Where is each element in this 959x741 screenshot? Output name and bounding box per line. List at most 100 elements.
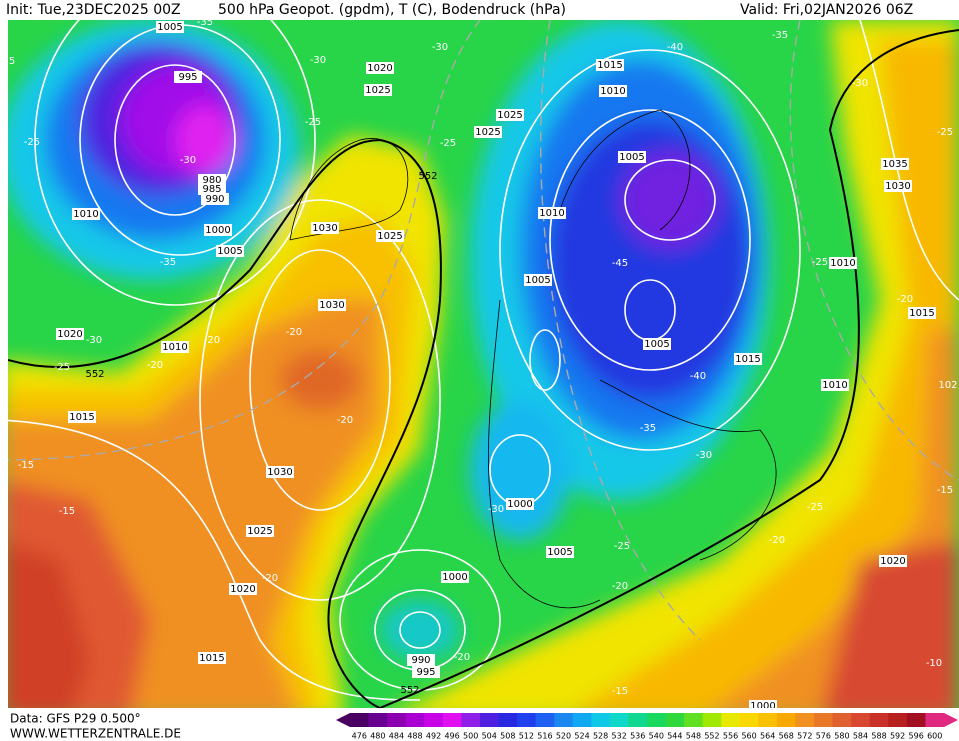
header-band bbox=[0, 0, 959, 20]
isobar-label: 1010 bbox=[539, 208, 564, 219]
temperature-label: -30 bbox=[432, 42, 448, 53]
isobar-label-bg bbox=[156, 21, 184, 33]
colorbar-swatch bbox=[387, 713, 407, 727]
isobar-label-bg bbox=[201, 193, 229, 205]
isobar-label: 1005 bbox=[157, 22, 182, 33]
data-source: Data: GFS P29 0.500° bbox=[10, 712, 141, 726]
isobar-label-bg bbox=[364, 84, 392, 96]
colorbar-swatch bbox=[888, 713, 908, 727]
colorbar-swatch bbox=[739, 713, 759, 727]
temperature-label: -15 bbox=[18, 460, 34, 471]
colorbar-swatch bbox=[925, 713, 945, 727]
temperature-label: -20 bbox=[612, 581, 628, 592]
isobar-label: 1035 bbox=[882, 159, 907, 170]
temperature-label: -40 bbox=[690, 371, 706, 382]
isobar-label: 1030 bbox=[885, 181, 910, 192]
colorbar-swatch bbox=[609, 713, 629, 727]
temperature-label: -35 bbox=[197, 17, 213, 28]
temperature-label: -30 bbox=[86, 335, 102, 346]
geopotential-label: 552 bbox=[418, 171, 437, 182]
colorbar-swatch bbox=[814, 713, 834, 727]
colorbar-label: 508 bbox=[500, 732, 515, 741]
temperature-label: 102 bbox=[938, 380, 957, 391]
isobar-label-bg bbox=[204, 224, 232, 236]
colorbar-swatch bbox=[851, 713, 871, 727]
temperature-label: -30 bbox=[852, 78, 868, 89]
temperature-label: -40 bbox=[667, 42, 683, 53]
colorbar-swatch bbox=[442, 713, 462, 727]
temperature-label: -25 bbox=[807, 502, 823, 513]
isobar-label: 1000 bbox=[507, 499, 532, 510]
isobar-label-bg bbox=[266, 466, 294, 478]
colorbar-swatch bbox=[647, 713, 667, 727]
isobar-label-bg bbox=[506, 498, 534, 510]
isobar-label: 995 bbox=[178, 72, 197, 83]
colorbar-swatch bbox=[591, 713, 611, 727]
colorbar-swatch bbox=[350, 713, 370, 727]
isobar-label: 1030 bbox=[267, 467, 292, 478]
colorbar-label: 556 bbox=[723, 732, 738, 741]
isobar-label: 995 bbox=[416, 667, 435, 678]
colorbar-label: 488 bbox=[407, 732, 422, 741]
isobar-label: 1015 bbox=[735, 354, 760, 365]
colorbar-swatch bbox=[572, 713, 592, 727]
colorbar-swatch bbox=[758, 713, 778, 727]
colorbar-swatch bbox=[628, 713, 648, 727]
colorbar-label: 528 bbox=[593, 732, 608, 741]
isobar-label-bg bbox=[366, 62, 394, 74]
isobar-label: 990 bbox=[205, 194, 224, 205]
colorbar-label: 568 bbox=[779, 732, 794, 741]
colorbar-label: 592 bbox=[890, 732, 905, 741]
map-labels: -35 -30 -30 -25 -25 -30 -25 -35 -30 -20 -25 -20 -20 -… bbox=[9, 17, 958, 712]
temperature-label: -20 bbox=[147, 360, 163, 371]
colorbar-label: 524 bbox=[574, 732, 589, 741]
temperature-label: -25 bbox=[305, 117, 321, 128]
isobar-label: 1005 bbox=[547, 547, 572, 558]
temperature-label: -20 bbox=[769, 535, 785, 546]
contour-552 bbox=[8, 29, 959, 708]
colorbar-label: 600 bbox=[927, 732, 942, 741]
colorbar-label: 512 bbox=[519, 732, 534, 741]
isobar-label: 1030 bbox=[319, 300, 344, 311]
isobar-label: 1015 bbox=[597, 60, 622, 71]
colorbar-label: 516 bbox=[537, 732, 552, 741]
colorbar-label: 500 bbox=[463, 732, 478, 741]
isobar-label-bg bbox=[407, 654, 435, 666]
colorbar-label: 564 bbox=[760, 732, 775, 741]
colorbar-label: 572 bbox=[797, 732, 812, 741]
isobar-label-bg bbox=[596, 59, 624, 71]
isobar-label: 1025 bbox=[365, 85, 390, 96]
colorbar-swatch bbox=[498, 713, 518, 727]
isobar-label-bg bbox=[546, 546, 574, 558]
isobar-label: 1000 bbox=[442, 572, 467, 583]
temperature-label: -15 bbox=[612, 686, 628, 697]
isobar-label-bg bbox=[881, 158, 909, 170]
isobar-label-bg bbox=[734, 353, 762, 365]
colorbar-arrow-high bbox=[944, 713, 958, 727]
temperature-label: -15 bbox=[937, 485, 953, 496]
colorbar-swatch bbox=[665, 713, 685, 727]
isobar-label: 985 bbox=[202, 184, 221, 195]
colorbar-label: 492 bbox=[426, 732, 441, 741]
temperature-label: -25 bbox=[937, 127, 953, 138]
colorbar-label: 532 bbox=[612, 732, 627, 741]
isobar-label: 1005 bbox=[217, 246, 242, 257]
isobar-label-bg bbox=[474, 126, 502, 138]
coastlines bbox=[289, 109, 777, 609]
isobar-label-bg bbox=[441, 571, 469, 583]
isobar-label-bg bbox=[198, 652, 226, 664]
temperature-label: -30 bbox=[180, 155, 196, 166]
isobar-label: 1000 bbox=[750, 701, 775, 712]
colorbar-swatch bbox=[517, 713, 537, 727]
isobar-label: 1005 bbox=[619, 152, 644, 163]
isobar-label: 1010 bbox=[600, 86, 625, 97]
temperature-label: -20 bbox=[262, 573, 278, 584]
isobar-label: 1020 bbox=[880, 556, 905, 567]
isobar-label-bg bbox=[599, 85, 627, 97]
init-time: Init: Tue,23DEC2025 00Z bbox=[6, 2, 181, 18]
colorbar-label: 576 bbox=[816, 732, 831, 741]
colorbar-swatch bbox=[461, 713, 481, 727]
isobar-label: 1025 bbox=[497, 110, 522, 121]
colorbar-swatch bbox=[684, 713, 704, 727]
isobar-label: 1010 bbox=[822, 380, 847, 391]
